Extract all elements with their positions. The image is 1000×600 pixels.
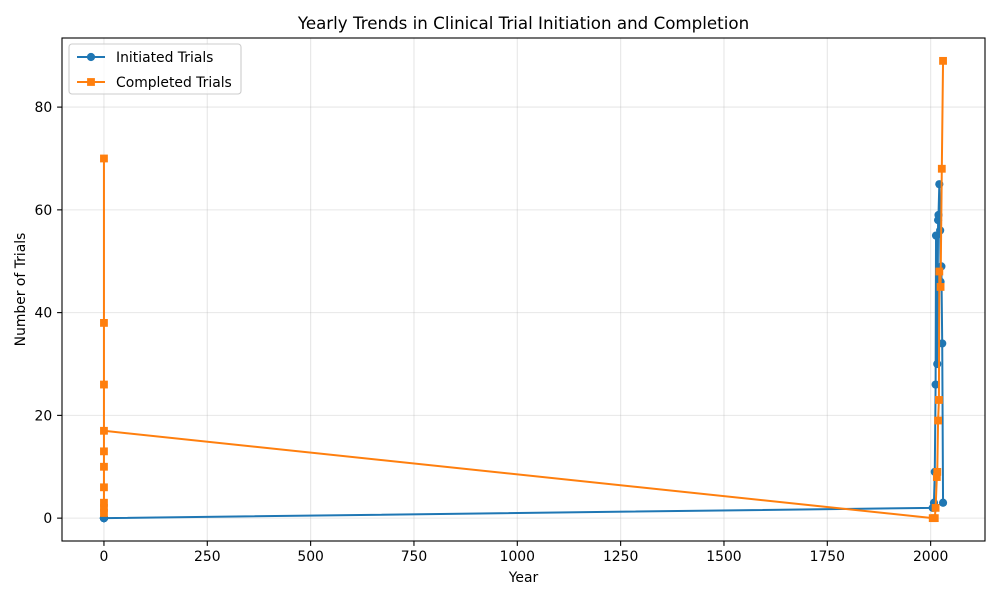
- legend-label: Initiated Trials: [116, 50, 213, 66]
- completed-trials-point: [933, 467, 942, 476]
- legend-entry-initiated-trials: Initiated Trials: [77, 50, 213, 66]
- y-tick-label: 20: [35, 408, 53, 424]
- completed-trials-series: [100, 56, 947, 523]
- completed-trials-point: [100, 318, 108, 327]
- completed-trials-point: [100, 462, 108, 471]
- completed-trials-point: [934, 416, 942, 425]
- legend: Initiated Trials Completed Trials: [68, 43, 242, 95]
- x-tick-label: 1750: [810, 549, 845, 565]
- legend-marker: [87, 78, 95, 86]
- completed-trials-point: [932, 473, 941, 481]
- completed-trials-point: [930, 514, 939, 523]
- completed-trials-point: [100, 503, 108, 512]
- chart-title: Yearly Trends in Clinical Trial Initiati…: [297, 13, 749, 33]
- initiated-trials-point: [938, 339, 947, 348]
- x-tick-label: 250: [194, 549, 221, 565]
- legend-box: [68, 43, 242, 95]
- completed-trials-point: [936, 283, 945, 291]
- completed-trials-point: [100, 483, 108, 492]
- completed-trials-point: [100, 509, 108, 517]
- x-axis-label: Year: [508, 570, 539, 586]
- completed-trials-point: [100, 380, 108, 389]
- grid: [62, 38, 985, 541]
- initiated-trials-point: [933, 359, 942, 369]
- initiated-trials-point: [936, 226, 945, 235]
- x-tick-label: 0: [100, 549, 109, 565]
- completed-trials-point: [100, 426, 108, 435]
- x-tick-label: 750: [401, 549, 428, 565]
- completed-trials-point: [931, 503, 940, 512]
- completed-trials-point: [939, 56, 947, 65]
- x-tick-label: 1000: [500, 549, 535, 565]
- y-axis-label: Number of Trials: [13, 233, 29, 347]
- initiated-trials-point: [938, 498, 948, 507]
- x-tick-label: 500: [297, 549, 324, 565]
- completed-trials-point: [935, 396, 943, 404]
- completed-trials-point: [937, 164, 946, 173]
- y-tick-label: 0: [43, 511, 52, 527]
- x-tick-label: 2000: [913, 549, 948, 565]
- completed-trials-point: [100, 447, 108, 456]
- x-tick-label: 1250: [603, 549, 638, 565]
- y-tick-label: 40: [35, 306, 53, 322]
- y-tick-label: 60: [35, 203, 53, 219]
- y-tick-label: 80: [35, 100, 53, 116]
- initiated-trials-point: [931, 380, 940, 389]
- completed-trials-point: [935, 267, 944, 276]
- axis-ticks: 0 250 500 750 1000 1250 1500 1750 2000 0 20 40 60 80: [35, 100, 949, 565]
- axes-frame: [61, 37, 986, 542]
- completed-trials-point: [100, 498, 108, 507]
- completed-trials-point: [100, 154, 108, 163]
- legend-label: Completed Trials: [116, 75, 232, 91]
- legend-entry-completed-trials: Completed Trials: [77, 75, 232, 91]
- legend-marker: [86, 52, 96, 62]
- x-tick-label: 1500: [706, 549, 741, 565]
- series-layer: [99, 56, 948, 523]
